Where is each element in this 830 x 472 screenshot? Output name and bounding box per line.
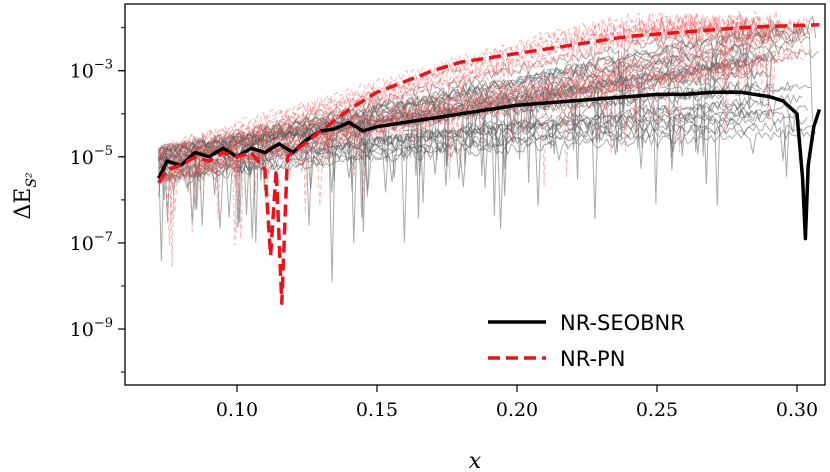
background-pn-curve — [158, 49, 814, 178]
background-seobnr-curve — [158, 20, 813, 175]
background-seobnr-curve — [158, 34, 810, 175]
background-seobnr-curve — [158, 108, 753, 206]
legend-label-nr-pn: NR-PN — [560, 347, 625, 371]
background-seobnr-curve — [158, 67, 747, 168]
x-axis-label: x — [469, 449, 482, 472]
background-seobnr-curve — [158, 83, 812, 223]
background-pn-curve — [158, 11, 746, 213]
background-pn-curve — [158, 11, 753, 267]
background-pn-curve — [158, 67, 771, 163]
y-axis-label-subscript: S² — [24, 172, 40, 188]
background-pn-curve — [158, 14, 812, 184]
y-axis-ticks: 10−3 10−5 10−7 10−9 — [70, 27, 125, 373]
background-curves — [158, 9, 819, 283]
background-pn-curve — [158, 65, 751, 246]
x-axis-ticks: 0.10 0.15 0.20 0.25 0.30 — [216, 385, 818, 421]
y-axis-label-main: ΔE — [11, 188, 36, 220]
plot-area-frame — [124, 3, 826, 386]
y-tick-label: 10−9 — [70, 316, 113, 341]
series-line-nr-pn — [157, 22, 820, 305]
background-pn-curve — [158, 14, 805, 246]
x-tick-label: 0.10 — [216, 399, 258, 421]
legend: NR-SEOBNR NR-PN — [488, 311, 685, 371]
background-pn-curve — [158, 52, 763, 239]
background-pn-curve — [158, 9, 774, 158]
background-pn-curve — [158, 13, 815, 192]
y-axis-label: ΔES² — [11, 172, 40, 220]
background-pn-curve — [158, 35, 752, 221]
main-series — [157, 22, 822, 305]
background-pn-curve — [158, 44, 808, 186]
background-seobnr-curve — [158, 95, 759, 226]
background-pn-curve — [158, 19, 810, 181]
x-tick-label: 0.25 — [636, 399, 678, 421]
background-seobnr-curve — [158, 59, 743, 227]
background-seobnr-curve — [158, 44, 754, 243]
y-tick-label: 10−7 — [70, 230, 113, 255]
y-tick-label: 10−5 — [70, 144, 113, 169]
x-tick-label: 0.30 — [776, 399, 818, 421]
background-pn-curve — [158, 10, 781, 171]
background-pn-curve — [158, 59, 765, 194]
y-tick-label: 10−3 — [70, 58, 113, 83]
background-seobnr-curve — [158, 17, 780, 167]
background-pn-curve — [158, 11, 803, 173]
x-tick-label: 0.15 — [356, 399, 398, 421]
background-pn-curve — [158, 12, 783, 220]
background-seobnr-curve — [158, 44, 793, 167]
x-tick-label: 0.20 — [496, 399, 538, 421]
background-pn-curve — [158, 60, 766, 178]
background-pn-curve — [158, 54, 777, 232]
legend-label-nr-seobnr: NR-SEOBNR — [560, 311, 685, 335]
background-pn-curve — [158, 11, 745, 170]
svg-text:ΔES²: ΔES² — [11, 172, 40, 220]
